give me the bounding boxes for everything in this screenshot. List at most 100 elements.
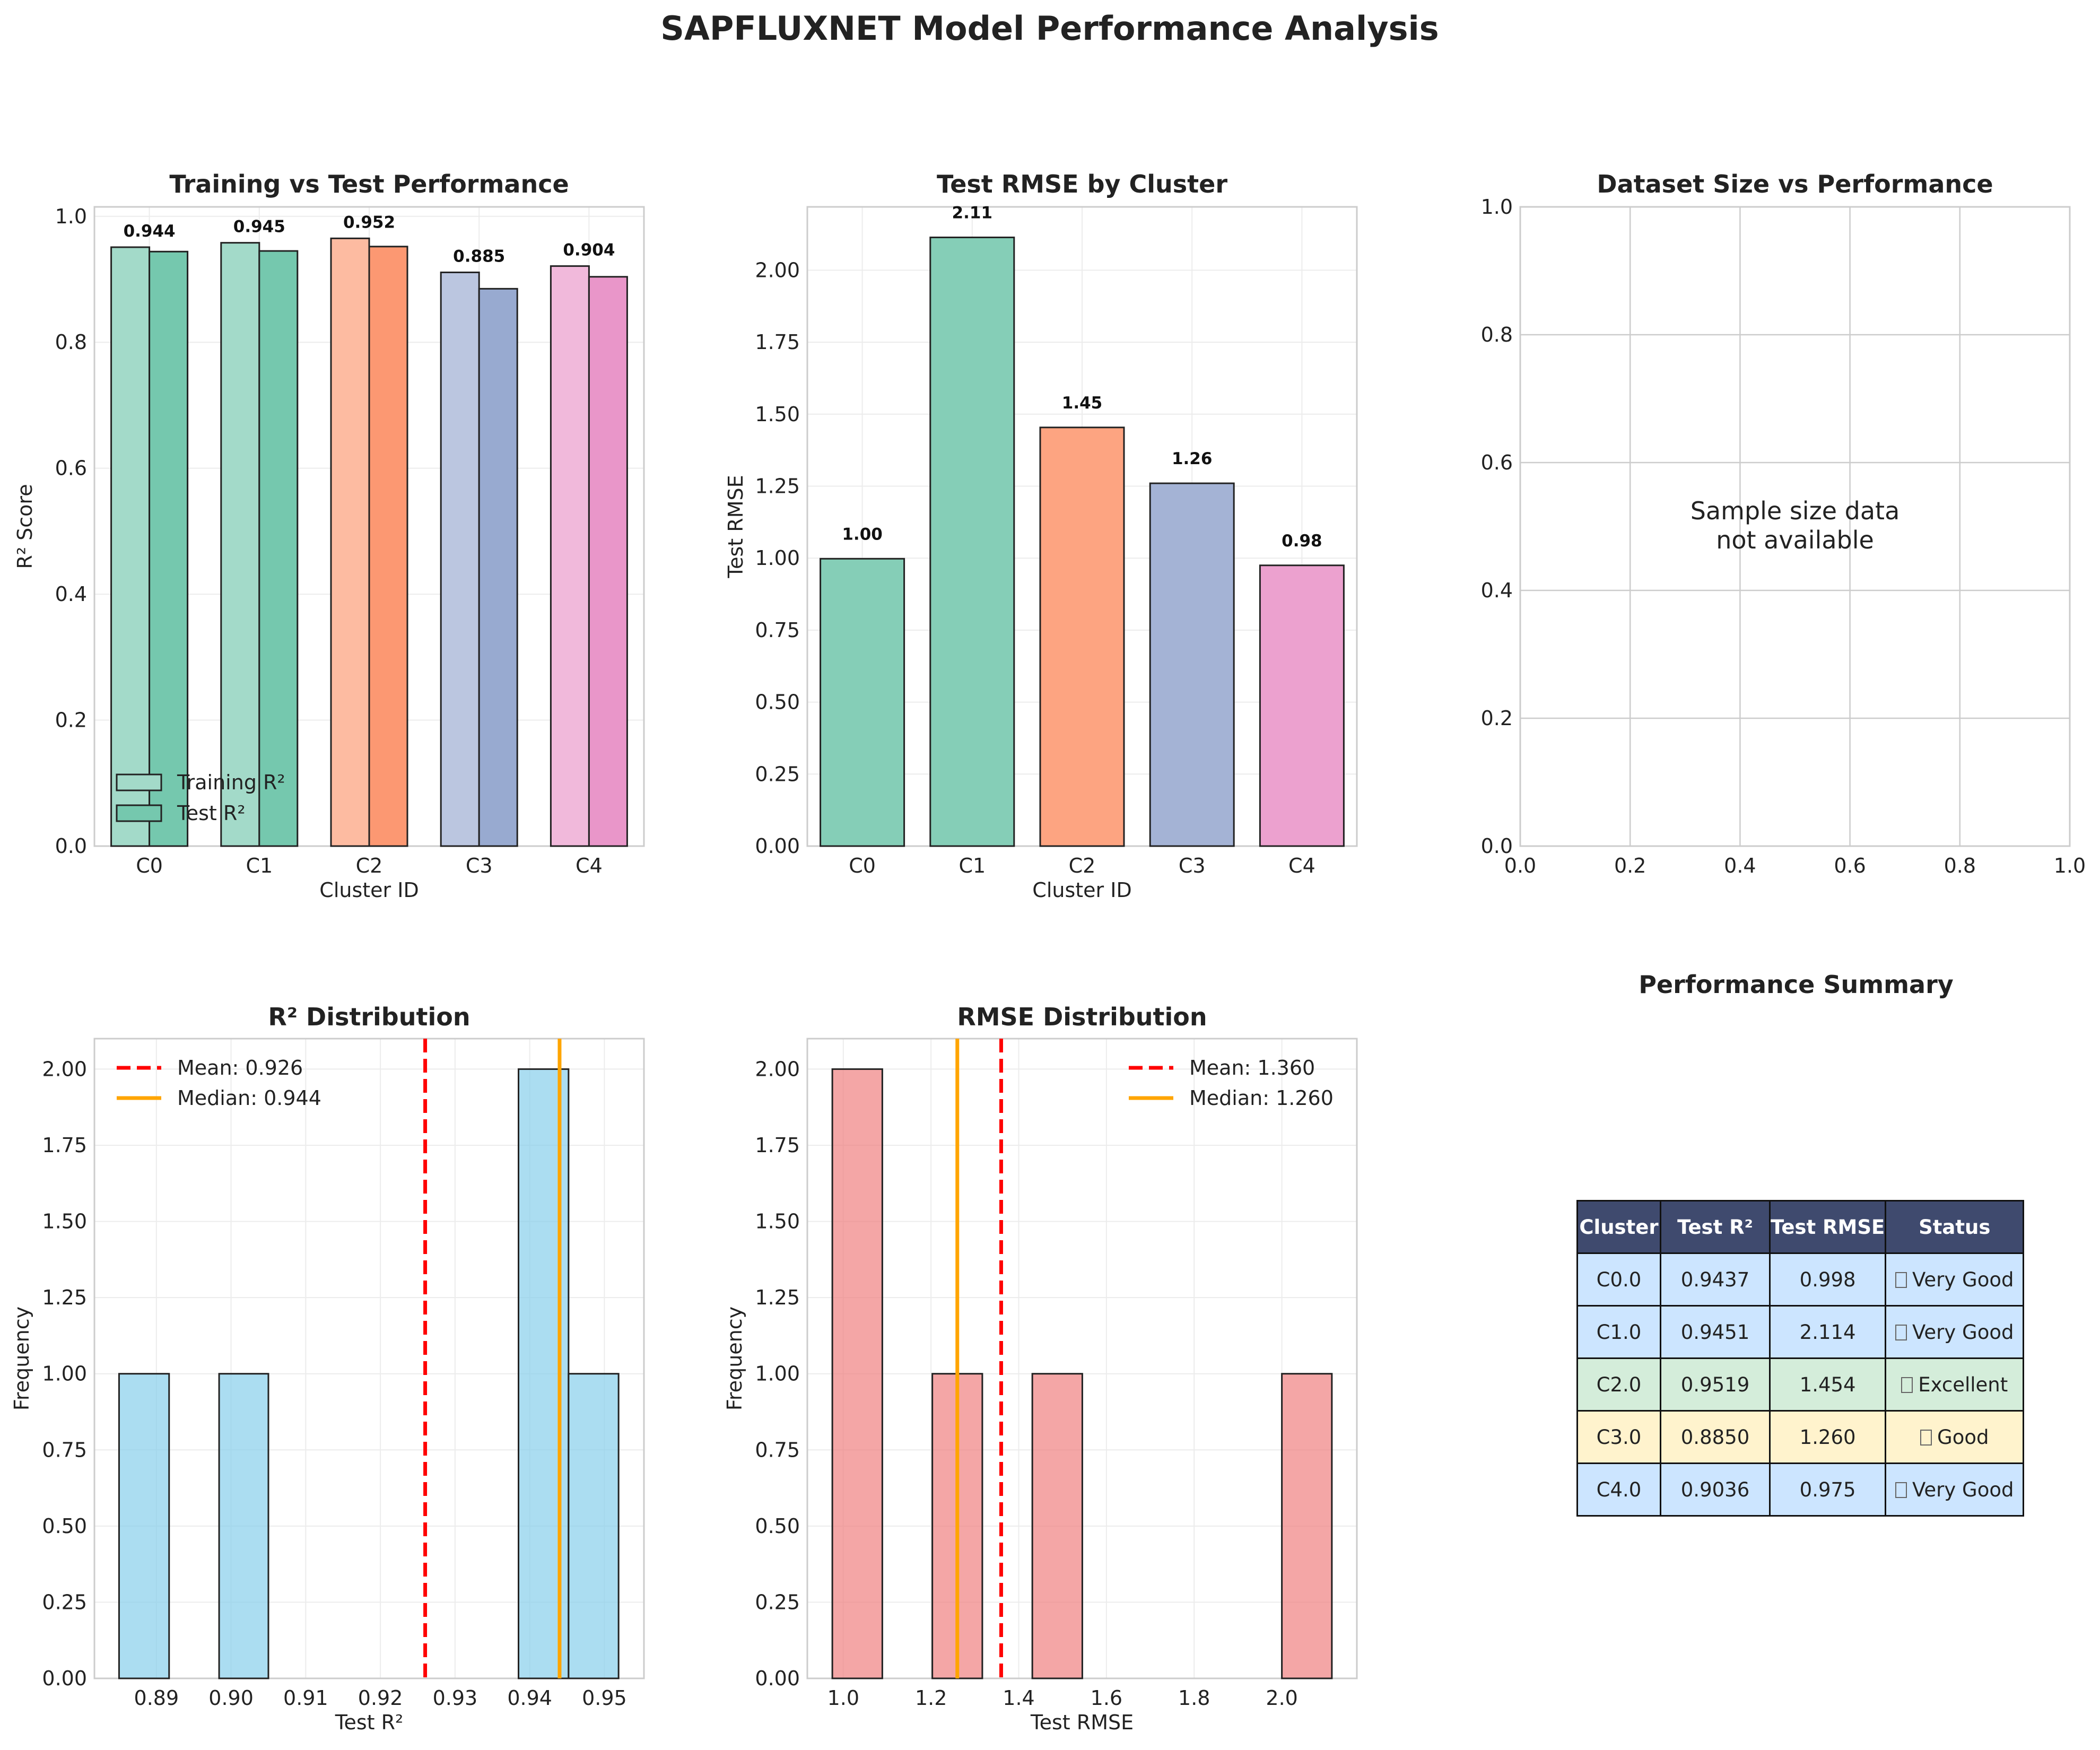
y-tick-label: 1.75 (42, 1134, 87, 1157)
x-tick-label: 2.0 (1266, 1686, 1297, 1710)
histogram-bar (1281, 1373, 1333, 1679)
legend-label-mean: Mean: 1.360 (1189, 1056, 1315, 1079)
x-tick-label: 1.4 (1003, 1686, 1034, 1710)
y-tick-label: 0.2 (1481, 707, 1513, 730)
y-tick-label: 0.0 (55, 834, 87, 858)
panel-title: R² Distribution (268, 1003, 470, 1031)
y-axis-label: Test RMSE (724, 475, 747, 578)
column-header-test-r2: Test R² (1660, 1200, 1771, 1254)
table-row: C3.0 0.8850 1.260 Good (1576, 1410, 2025, 1464)
y-tick-label: 1.25 (755, 475, 800, 498)
data-label: 0.944 (124, 222, 176, 241)
table-cell-test-rmse: 0.998 (1768, 1252, 1887, 1307)
table-cell-test-rmse: 0.975 (1768, 1462, 1887, 1517)
status-label: Good (1937, 1425, 1989, 1449)
column-header-test-rmse: Test RMSE (1768, 1200, 1887, 1254)
table-cell-test-r2: 0.9437 (1660, 1252, 1771, 1307)
data-label: 0.885 (453, 247, 505, 266)
histogram-bar (118, 1373, 170, 1679)
y-tick-label: 0.8 (1481, 323, 1513, 346)
x-tick-label: C4 (576, 854, 603, 877)
legend-swatch-training (116, 773, 162, 791)
bar-test-C0 (149, 250, 189, 847)
y-tick-label: 0.6 (55, 457, 87, 480)
legend-label-test: Test R² (177, 802, 246, 825)
panel-rmse-distribution: 0.00 0.25 0.50 0.75 1.00 1.25 1.50 1.75 2.00 1.0 1… (723, 1003, 1358, 1734)
summary-table: Cluster Test R² Test RMSE Status C0.0 0.… (1576, 1200, 2025, 1517)
data-label: 0.98 (1282, 532, 1322, 551)
legend-label-median: Median: 1.260 (1189, 1086, 1334, 1110)
data-label: 1.00 (842, 525, 883, 544)
y-tick-label: 1.00 (42, 1362, 87, 1386)
y-tick-label: 0.2 (55, 709, 87, 732)
table-cell-test-rmse: 2.114 (1768, 1305, 1887, 1359)
x-tick-label: 0.92 (358, 1686, 403, 1710)
data-label: 2.11 (952, 204, 993, 223)
y-tick-label: 1.00 (755, 546, 800, 570)
table-cell-cluster: C0.0 (1576, 1252, 1661, 1307)
y-tick-label: 0.00 (755, 1667, 800, 1690)
y-axis-label: R² Score (13, 484, 37, 569)
y-tick-label: 1.50 (42, 1210, 87, 1233)
bar-rmse-C2 (1039, 426, 1125, 847)
summary-title: Performance Summary (1639, 970, 1954, 999)
y-tick-label: 1.0 (55, 205, 87, 228)
y-tick-label: 1.00 (755, 1362, 800, 1386)
panel-title: Test RMSE by Cluster (937, 170, 1227, 198)
y-tick-label: 1.50 (755, 403, 800, 426)
panel-title: RMSE Distribution (957, 1003, 1207, 1031)
bar-training-C1 (220, 242, 260, 847)
y-tick-label: 0.4 (1481, 579, 1513, 602)
y-tick-label: 1.25 (42, 1286, 87, 1309)
x-tick-label: C1 (246, 854, 273, 877)
histogram-bar (218, 1373, 269, 1679)
data-label: 1.45 (1062, 394, 1103, 413)
x-tick-label: 0.8 (1944, 854, 1976, 877)
table-cell-test-r2: 0.8850 (1660, 1410, 1771, 1464)
x-axis-label: Cluster ID (1032, 878, 1131, 902)
table-cell-test-rmse: 1.260 (1768, 1410, 1887, 1464)
status-label: Very Good (1912, 1320, 2014, 1344)
table-cell-status: Very Good (1885, 1462, 2025, 1517)
x-tick-label: C2 (1069, 854, 1096, 877)
x-axis-label: Test RMSE (1030, 1711, 1134, 1734)
table-cell-cluster: C3.0 (1576, 1410, 1661, 1464)
x-tick-label: 1.8 (1178, 1686, 1210, 1710)
y-tick-label: 2.00 (755, 258, 800, 282)
data-label: 0.945 (233, 217, 285, 237)
bar-training-C4 (550, 265, 590, 847)
table-cell-test-rmse: 1.454 (1768, 1357, 1887, 1412)
x-tick-label: 0.94 (507, 1686, 552, 1710)
y-tick-label: 0.50 (755, 691, 800, 714)
x-tick-label: C0 (849, 854, 876, 877)
no-data-annotation: not available (1716, 526, 1874, 554)
y-tick-label: 0.25 (42, 1590, 87, 1614)
panel-test-rmse: 0.00 0.25 0.50 0.75 1.00 1.25 1.50 1.75 2.00 1.00… (724, 170, 1358, 902)
bar-rmse-C4 (1259, 564, 1345, 847)
legend-label-mean: Mean: 0.926 (177, 1056, 303, 1079)
x-tick-label: 1.6 (1091, 1686, 1122, 1710)
y-tick-label: 1.50 (755, 1210, 800, 1233)
x-tick-label: C3 (1179, 854, 1206, 877)
y-tick-label: 0.50 (42, 1514, 87, 1538)
x-tick-label: C2 (356, 854, 383, 877)
panel-dataset-size: 0.00.0 0.2 0.2 0.4 0.4 0.6 0.6 0.8 0.8 1.0 1.0 Data… (1481, 170, 2086, 877)
x-tick-label: C1 (958, 854, 986, 877)
data-label: 0.904 (563, 241, 615, 260)
x-tick-label: 0.6 (1834, 854, 1866, 877)
status-label: Very Good (1912, 1478, 2014, 1501)
histogram-bar (568, 1373, 620, 1679)
data-label: 1.26 (1172, 449, 1213, 468)
x-tick-label: 0.2 (1614, 854, 1646, 877)
status-icon (1895, 1482, 1907, 1498)
y-tick-label: 0.8 (55, 330, 87, 354)
y-tick-label: 1.75 (755, 330, 800, 354)
x-tick-label: C0 (136, 854, 163, 877)
bar-rmse-C0 (820, 558, 905, 847)
column-header-status: Status (1885, 1200, 2025, 1254)
x-axis-label: Cluster ID (319, 878, 419, 902)
bar-training-C0 (110, 246, 151, 847)
table-row: C1.0 0.9451 2.114 Very Good (1576, 1305, 2025, 1359)
status-icon (1901, 1377, 1913, 1393)
